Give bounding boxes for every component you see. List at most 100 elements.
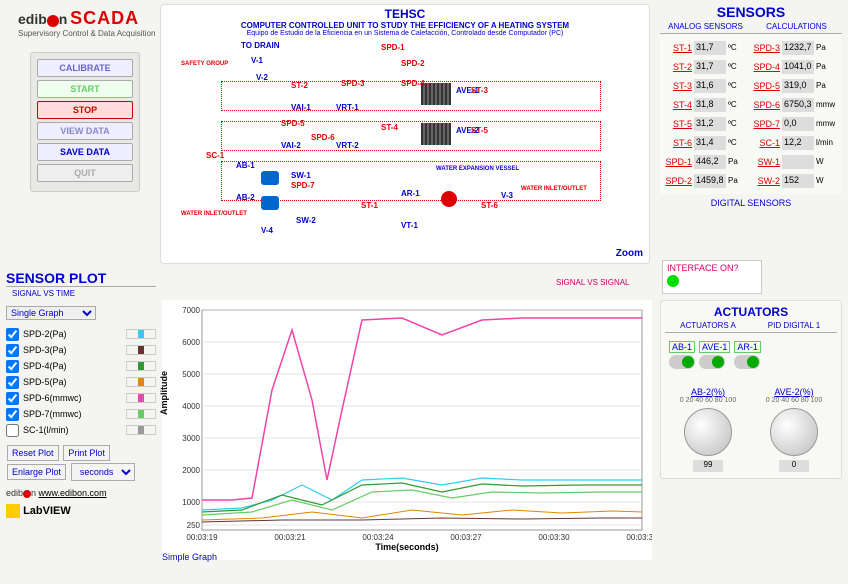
time-unit-select[interactable]: seconds: [71, 463, 135, 481]
knob-dial[interactable]: [684, 408, 732, 456]
sensor-label[interactable]: SPD-5: [752, 81, 780, 91]
sensor-label[interactable]: SPD-7: [752, 119, 780, 129]
series-row: SPD-4(Pa): [6, 358, 156, 374]
series-checkbox[interactable]: [6, 392, 19, 405]
series-label: SPD-4(Pa): [23, 361, 67, 371]
actuator-toggle[interactable]: AR-1: [734, 341, 761, 369]
quit-button[interactable]: QUIT: [37, 164, 133, 182]
sensor-unit: ºC: [728, 138, 750, 147]
print-plot-button[interactable]: Print Plot: [63, 445, 110, 461]
sensor-unit: ºC: [728, 62, 750, 71]
series-checkbox[interactable]: [6, 344, 19, 357]
sensor-unit: l/min: [816, 138, 838, 147]
sensor-unit: W: [816, 157, 838, 166]
sensor-value: [782, 155, 814, 169]
sensor-plot-title: SENSOR PLOT: [6, 270, 156, 287]
label-st1: ST-1: [361, 201, 378, 210]
sensor-label[interactable]: SW-2: [752, 176, 780, 186]
series-checkbox[interactable]: [6, 424, 19, 437]
product-name: SCADA: [70, 8, 139, 28]
sensor-label[interactable]: SPD-4: [752, 62, 780, 72]
save-data-button[interactable]: SAVE DATA: [37, 143, 133, 161]
sensor-value: 31,7: [694, 60, 726, 74]
edibon-link[interactable]: edibn www.edibon.com: [6, 488, 156, 498]
tab-actuators-a[interactable]: ACTUATORS A: [665, 319, 751, 332]
label-v2: V-2: [256, 73, 268, 82]
svg-text:00:03:34: 00:03:34: [626, 533, 652, 542]
sensor-label[interactable]: SC-1: [752, 138, 780, 148]
labview-icon: [6, 504, 20, 518]
tab-signal-vs-time[interactable]: SIGNAL VS TIME: [6, 287, 81, 300]
series-swatch-icon: [126, 329, 156, 339]
sensor-label[interactable]: ST-1: [664, 43, 692, 53]
label-inlet2: WATER INLET/OUTLET: [181, 211, 247, 217]
actuator-toggle[interactable]: AB-1: [669, 341, 695, 369]
svg-text:2000: 2000: [182, 466, 200, 475]
sensor-label[interactable]: SPD-6: [752, 100, 780, 110]
expansion-vessel-icon: [441, 191, 457, 207]
start-button[interactable]: START: [37, 80, 133, 98]
sensor-label[interactable]: SPD-1: [664, 157, 692, 167]
label-spd3: SPD-3: [341, 79, 365, 88]
series-checkbox[interactable]: [6, 376, 19, 389]
series-row: SPD-7(mmwc): [6, 406, 156, 422]
knob-dial[interactable]: [770, 408, 818, 456]
enlarge-plot-button[interactable]: Enlarge Plot: [7, 464, 66, 480]
actuators-title: ACTUATORS: [665, 305, 837, 319]
toggle-switch-icon[interactable]: [669, 355, 695, 369]
label-ab1: AB-1: [236, 161, 255, 170]
sensor-value: 31,6: [694, 79, 726, 93]
knob-label: AVE-2(%): [766, 387, 822, 397]
series-swatch-icon: [126, 361, 156, 371]
sensor-label[interactable]: ST-3: [664, 81, 692, 91]
sensor-unit: mmw: [816, 100, 838, 109]
sensor-row: ST-531,2ºCSPD-70,0mmw: [664, 114, 838, 133]
series-checkbox[interactable]: [6, 360, 19, 373]
toggle-switch-icon[interactable]: [699, 355, 725, 369]
tab-analog-sensors[interactable]: ANALOG SENSORS: [660, 20, 751, 34]
sensor-label[interactable]: SPD-3: [752, 43, 780, 53]
label-v4: V-4: [261, 226, 273, 235]
label-sc1: SC-1: [206, 151, 224, 160]
product-subtitle: Supervisory Control & Data Acquisition: [18, 29, 155, 38]
sensor-label[interactable]: SW-1: [752, 157, 780, 167]
actuator-toggle[interactable]: AVE-1: [699, 341, 730, 369]
chart-ylabel: Amplitude: [159, 371, 169, 415]
calibrate-button[interactable]: CALIBRATE: [37, 59, 133, 77]
sensor-value: 446,2: [694, 155, 726, 169]
tab-calculations[interactable]: CALCULATIONS: [751, 20, 842, 34]
radiator-icon: [421, 123, 451, 145]
tab-pid-digital[interactable]: PID DIGITAL 1: [751, 319, 837, 332]
svg-text:250: 250: [187, 521, 201, 530]
sensor-label[interactable]: ST-2: [664, 62, 692, 72]
sensor-value: 319,0: [782, 79, 814, 93]
graph-mode-select[interactable]: Single Graph: [6, 306, 96, 320]
toggle-switch-icon[interactable]: [734, 355, 760, 369]
knob-value[interactable]: 0: [779, 460, 809, 472]
sensor-unit: Pa: [816, 62, 838, 71]
sensor-label[interactable]: ST-5: [664, 119, 692, 129]
knob-value[interactable]: 99: [693, 460, 723, 472]
knob-ticks: 0 20 40 60 80 100: [680, 397, 736, 404]
sensor-label[interactable]: ST-6: [664, 138, 692, 148]
label-vrt2: VRT-2: [336, 141, 359, 150]
sensor-label[interactable]: SPD-2: [664, 176, 692, 186]
stop-button[interactable]: STOP: [37, 101, 133, 119]
series-checkbox[interactable]: [6, 328, 19, 341]
label-spd6: SPD-6: [311, 133, 335, 142]
view-data-button[interactable]: VIEW DATA: [37, 122, 133, 140]
sensor-chart: 700060005000 400030002000 1000250 00:03:…: [162, 300, 652, 560]
actuator-label: AR-1: [734, 341, 761, 353]
diagram-subtitle: COMPUTER CONTROLLED UNIT TO STUDY THE EF…: [161, 21, 649, 30]
series-row: SPD-5(Pa): [6, 374, 156, 390]
series-swatch-icon: [126, 393, 156, 403]
reset-plot-button[interactable]: Reset Plot: [7, 445, 59, 461]
label-vt1: VT-1: [401, 221, 418, 230]
diagram-subtitle2: Equipo de Estudio de la Eficiencia en un…: [161, 30, 649, 41]
series-checkbox[interactable]: [6, 408, 19, 421]
digital-sensors-label[interactable]: DIGITAL SENSORS: [660, 194, 842, 212]
sensor-label[interactable]: ST-4: [664, 100, 692, 110]
tab-signal-vs-signal[interactable]: SIGNAL VS SIGNAL: [550, 276, 636, 289]
sensor-value: 31,2: [694, 117, 726, 131]
zoom-button[interactable]: Zoom: [616, 248, 643, 259]
